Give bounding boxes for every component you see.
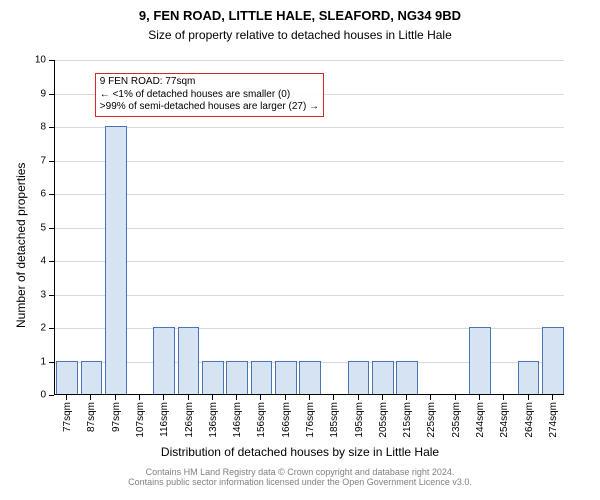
annotation-line-3: >99% of semi-detached houses are larger … xyxy=(100,101,319,114)
y-tick xyxy=(49,261,54,262)
y-tick-label: 8 xyxy=(16,122,46,133)
x-tick-label: 195sqm xyxy=(354,402,365,438)
bar xyxy=(226,361,248,395)
chart-subtitle: Size of property relative to detached ho… xyxy=(0,28,600,42)
x-tick-label: 225sqm xyxy=(426,402,437,438)
x-tick xyxy=(260,395,261,400)
y-tick xyxy=(49,328,54,329)
x-tick xyxy=(406,395,407,400)
x-tick xyxy=(115,395,116,400)
gridline xyxy=(55,261,564,262)
y-tick-label: 9 xyxy=(16,88,46,99)
y-tick xyxy=(49,362,54,363)
annotation-line-1: 9 FEN ROAD: 77sqm xyxy=(100,76,319,89)
gridline xyxy=(55,161,564,162)
footer-line-1: Contains HM Land Registry data © Crown c… xyxy=(0,467,600,477)
bar xyxy=(348,361,370,395)
gridline xyxy=(55,194,564,195)
x-tick-label: 185sqm xyxy=(329,402,340,438)
bar xyxy=(372,361,394,395)
x-tick xyxy=(333,395,334,400)
annotation-line-2: ← <1% of detached houses are smaller (0) xyxy=(100,89,319,102)
footer: Contains HM Land Registry data © Crown c… xyxy=(0,467,600,487)
x-tick-label: 136sqm xyxy=(208,402,219,438)
x-tick-label: 87sqm xyxy=(86,402,97,432)
y-tick-label: 1 xyxy=(16,356,46,367)
x-tick xyxy=(479,395,480,400)
x-tick-label: 254sqm xyxy=(499,402,510,438)
x-tick-label: 126sqm xyxy=(184,402,195,438)
y-tick-label: 5 xyxy=(16,222,46,233)
x-tick-label: 116sqm xyxy=(159,402,170,437)
x-tick xyxy=(285,395,286,400)
x-tick-label: 205sqm xyxy=(378,402,389,438)
y-tick-label: 2 xyxy=(16,323,46,334)
x-tick xyxy=(503,395,504,400)
x-tick xyxy=(139,395,140,400)
bar xyxy=(105,126,127,394)
annotation-box: 9 FEN ROAD: 77sqm ← <1% of detached hous… xyxy=(95,73,324,117)
y-tick-label: 4 xyxy=(16,256,46,267)
x-tick-label: 244sqm xyxy=(475,402,486,438)
x-tick xyxy=(382,395,383,400)
bar xyxy=(178,327,200,394)
x-tick-label: 176sqm xyxy=(305,402,316,438)
y-tick xyxy=(49,228,54,229)
x-tick-label: 166sqm xyxy=(281,402,292,438)
y-tick xyxy=(49,94,54,95)
y-tick-label: 3 xyxy=(16,289,46,300)
bar xyxy=(56,361,78,395)
y-tick-label: 7 xyxy=(16,155,46,166)
bar xyxy=(396,361,418,395)
bar xyxy=(542,327,564,394)
x-tick-label: 264sqm xyxy=(524,402,535,438)
x-tick xyxy=(66,395,67,400)
x-tick xyxy=(90,395,91,400)
bar xyxy=(251,361,273,395)
gridline xyxy=(55,60,564,61)
bar xyxy=(299,361,321,395)
footer-line-2: Contains public sector information licen… xyxy=(0,477,600,487)
y-tick-label: 6 xyxy=(16,189,46,200)
y-axis-label: Number of detached properties xyxy=(14,162,28,327)
x-tick xyxy=(552,395,553,400)
gridline xyxy=(55,127,564,128)
bar xyxy=(275,361,297,395)
y-tick xyxy=(49,194,54,195)
x-tick-label: 146sqm xyxy=(232,402,243,438)
bar xyxy=(469,327,491,394)
x-tick xyxy=(163,395,164,400)
x-tick-label: 107sqm xyxy=(135,402,146,438)
x-tick-label: 274sqm xyxy=(548,402,559,438)
x-tick xyxy=(236,395,237,400)
bar xyxy=(202,361,224,395)
y-tick-label: 10 xyxy=(16,55,46,66)
y-tick xyxy=(49,161,54,162)
x-tick-label: 77sqm xyxy=(62,402,73,432)
x-tick xyxy=(188,395,189,400)
x-tick xyxy=(455,395,456,400)
x-tick xyxy=(309,395,310,400)
x-tick-label: 215sqm xyxy=(402,402,413,438)
bar xyxy=(518,361,540,395)
y-tick xyxy=(49,127,54,128)
y-tick xyxy=(49,60,54,61)
y-tick xyxy=(49,395,54,396)
x-tick xyxy=(430,395,431,400)
x-tick-label: 97sqm xyxy=(111,402,122,432)
chart-title: 9, FEN ROAD, LITTLE HALE, SLEAFORD, NG34… xyxy=(0,8,600,23)
x-tick xyxy=(528,395,529,400)
y-tick xyxy=(49,295,54,296)
x-axis-label: Distribution of detached houses by size … xyxy=(0,445,600,459)
gridline xyxy=(55,295,564,296)
x-tick-label: 156sqm xyxy=(256,402,267,438)
x-tick xyxy=(212,395,213,400)
bar xyxy=(81,361,103,395)
bar xyxy=(153,327,175,394)
gridline xyxy=(55,228,564,229)
x-tick-label: 235sqm xyxy=(451,402,462,438)
x-tick xyxy=(358,395,359,400)
y-tick-label: 0 xyxy=(16,390,46,401)
